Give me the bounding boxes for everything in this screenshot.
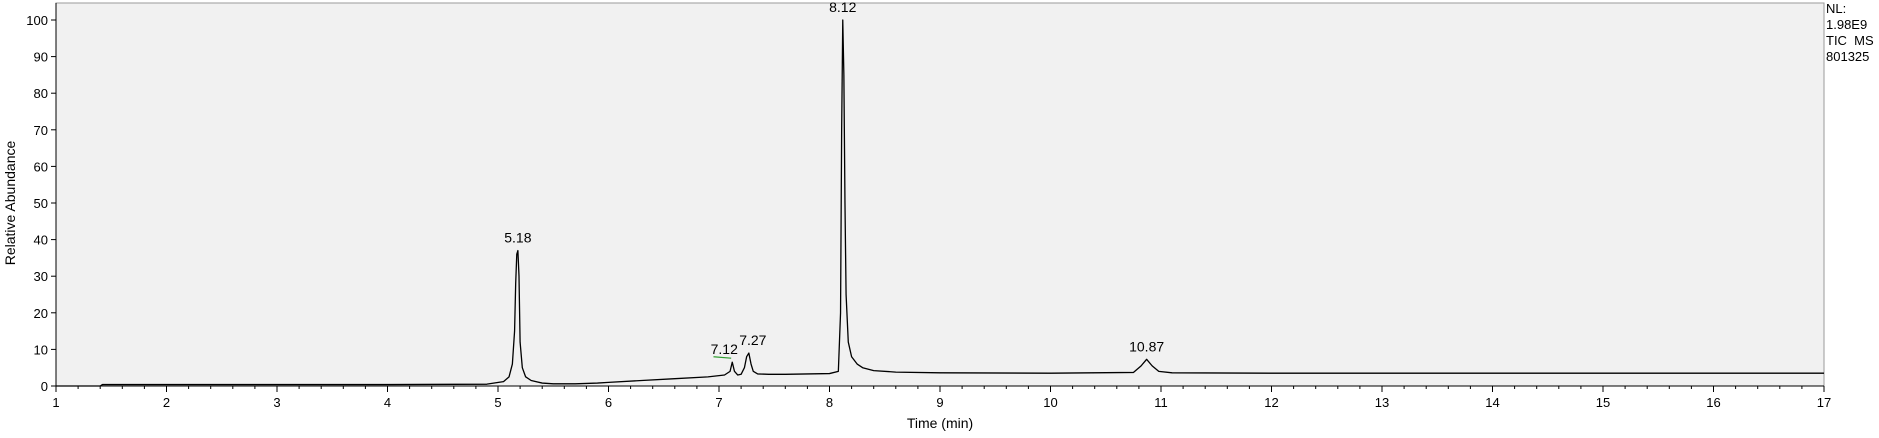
x-tick-label: 8	[826, 395, 833, 410]
plot-area	[55, 2, 1825, 387]
peak-labels: 5.18 7.127.27 8.12 10.87	[504, 0, 1164, 357]
x-tick-label: 3	[273, 395, 280, 410]
info-line: NL:	[1826, 1, 1846, 16]
x-axis-title: Time (min)	[907, 415, 973, 431]
peak-label: 8.12	[829, 0, 856, 15]
peak-label: 7.12	[711, 341, 738, 357]
info-line: TIC MS	[1826, 33, 1874, 48]
x-tick-label: 15	[1596, 395, 1610, 410]
x-tick-label: 10	[1043, 395, 1057, 410]
series-layer	[56, 19, 1824, 387]
x-tick-label: 1	[52, 395, 59, 410]
x-tick-label: 14	[1485, 395, 1499, 410]
y-tick-label: 30	[34, 269, 48, 284]
y-tick-label: 40	[34, 233, 48, 248]
y-tick-label: 100	[26, 13, 48, 28]
baseline-marker-line	[713, 356, 732, 359]
x-tick-label: 16	[1706, 395, 1720, 410]
y-tick-label: 0	[41, 379, 48, 394]
y-tick-label: 10	[34, 342, 48, 357]
y-axis-title: Relative Abundance	[2, 141, 18, 266]
peak-label: 10.87	[1129, 338, 1164, 354]
x-tick-label: 9	[936, 395, 943, 410]
x-axis: 1 2 3 4 5 6 7 8 9 10 11 12 13 14 15 16 17	[52, 385, 1831, 410]
y-tick-label: 80	[34, 86, 48, 101]
x-tick-label: 17	[1817, 395, 1831, 410]
peak-label: 5.18	[504, 230, 531, 246]
x-tick-label: 12	[1264, 395, 1278, 410]
peak-label: 7.27	[739, 332, 766, 348]
y-tick-label: 70	[34, 123, 48, 138]
y-tick-label: 20	[34, 306, 48, 321]
x-tick-label: 7	[715, 395, 722, 410]
y-tick-label: 60	[34, 159, 48, 174]
x-tick-label: 6	[605, 395, 612, 410]
x-tick-label: 4	[384, 395, 391, 410]
info-line: 1.98E9	[1826, 17, 1867, 32]
x-tick-label: 2	[163, 395, 170, 410]
x-tick-label: 11	[1154, 395, 1168, 410]
y-tick-label: 90	[34, 50, 48, 65]
tic-trace-line	[56, 19, 1824, 387]
x-tick-label: 5	[494, 395, 501, 410]
y-tick-label: 50	[34, 196, 48, 211]
y-axis: 0 10 20 30 40 50 60 70 80 90 100	[26, 3, 57, 394]
info-line: 801325	[1826, 49, 1869, 64]
x-tick-label: 13	[1375, 395, 1389, 410]
